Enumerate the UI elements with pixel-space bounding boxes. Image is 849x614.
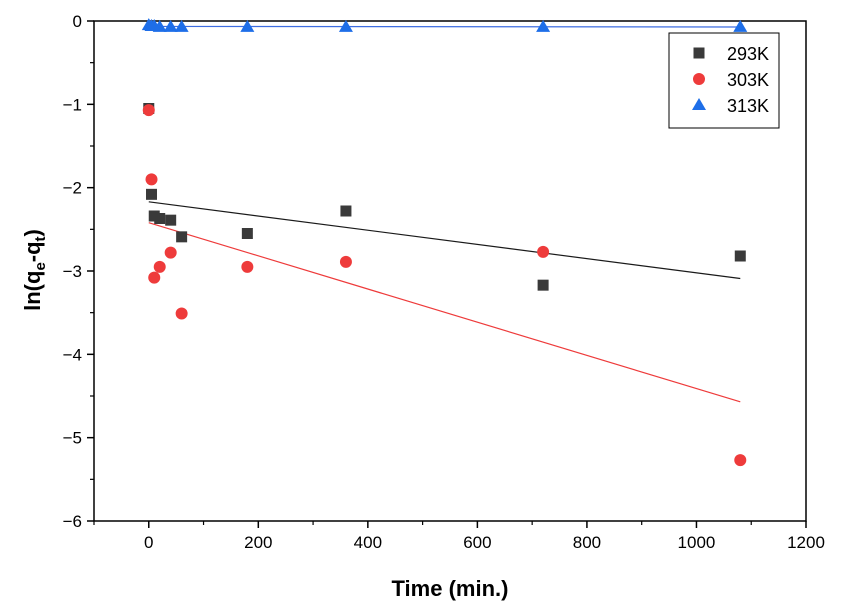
data-point-293K	[146, 188, 158, 200]
fit-line-293K	[148, 201, 741, 280]
data-point-293K	[537, 279, 549, 291]
fit-line-303K	[148, 222, 741, 403]
x-axis-title: Time (min.)	[392, 576, 509, 601]
y-axis-title-sub-e: e	[32, 262, 49, 270]
y-axis-title: ln(qe-qt)	[20, 229, 49, 311]
y-tick-label: −2	[63, 179, 82, 198]
data-point-313K	[163, 19, 178, 32]
data-point-303K	[339, 255, 352, 268]
y-tick-label: −1	[63, 95, 82, 114]
data-point-303K	[148, 271, 161, 284]
y-tick-label: 0	[73, 12, 82, 31]
fit-line-313K	[148, 25, 741, 28]
x-tick-label: 1000	[678, 533, 716, 552]
data-point-303K	[175, 307, 188, 320]
x-axis-ticks: 0 200 400 600 800 1000 1200	[93, 521, 825, 552]
legend: 293K 303K 313K	[668, 32, 780, 129]
y-axis-title-mid: -q	[20, 241, 45, 262]
data-point-313K	[174, 19, 189, 32]
y-tick-label: −5	[63, 429, 82, 448]
y-axis-title-base: ln(q	[20, 271, 45, 311]
data-point-293K	[241, 228, 253, 239]
y-axis-title-end: )	[20, 229, 45, 236]
x-tick-label: 600	[463, 533, 491, 552]
fit-lines	[148, 25, 741, 403]
data-point-293K	[154, 213, 166, 224]
y-axis-title-sub-t: t	[32, 236, 49, 241]
x-tick-label: 1200	[787, 533, 825, 552]
data-point-303K	[241, 260, 254, 273]
y-tick-label: −3	[63, 262, 82, 281]
data-point-303K	[164, 246, 177, 259]
data-point-303K	[142, 104, 155, 117]
data-points	[141, 18, 748, 467]
y-tick-label: −4	[63, 345, 82, 364]
legend-label-303K: 303K	[727, 70, 769, 90]
legend-marker-303K	[693, 73, 705, 85]
data-point-293K	[734, 250, 746, 262]
data-point-313K	[338, 19, 353, 32]
x-tick-label: 800	[573, 533, 601, 552]
data-point-303K	[153, 260, 166, 273]
data-point-293K	[340, 205, 352, 217]
data-point-313K	[152, 19, 167, 32]
legend-marker-313K	[692, 98, 706, 110]
data-point-303K	[145, 173, 158, 186]
x-tick-label: 200	[244, 533, 272, 552]
data-point-313K	[536, 19, 551, 32]
legend-marker-293K	[693, 47, 705, 59]
legend-label-313K: 313K	[727, 96, 769, 116]
data-point-293K	[176, 231, 188, 243]
data-point-303K	[537, 245, 550, 258]
x-tick-label: 400	[354, 533, 382, 552]
data-point-313K	[733, 19, 748, 32]
legend-box	[668, 32, 780, 129]
data-point-293K	[165, 214, 177, 226]
y-tick-label: −6	[63, 512, 82, 531]
x-tick-label: 0	[144, 533, 153, 552]
data-point-303K	[734, 454, 747, 467]
y-axis-ticks: 0 −1 −2 −3 −4 −5 −6	[63, 12, 94, 531]
data-point-313K	[240, 19, 255, 32]
legend-label-293K: 293K	[727, 44, 769, 64]
